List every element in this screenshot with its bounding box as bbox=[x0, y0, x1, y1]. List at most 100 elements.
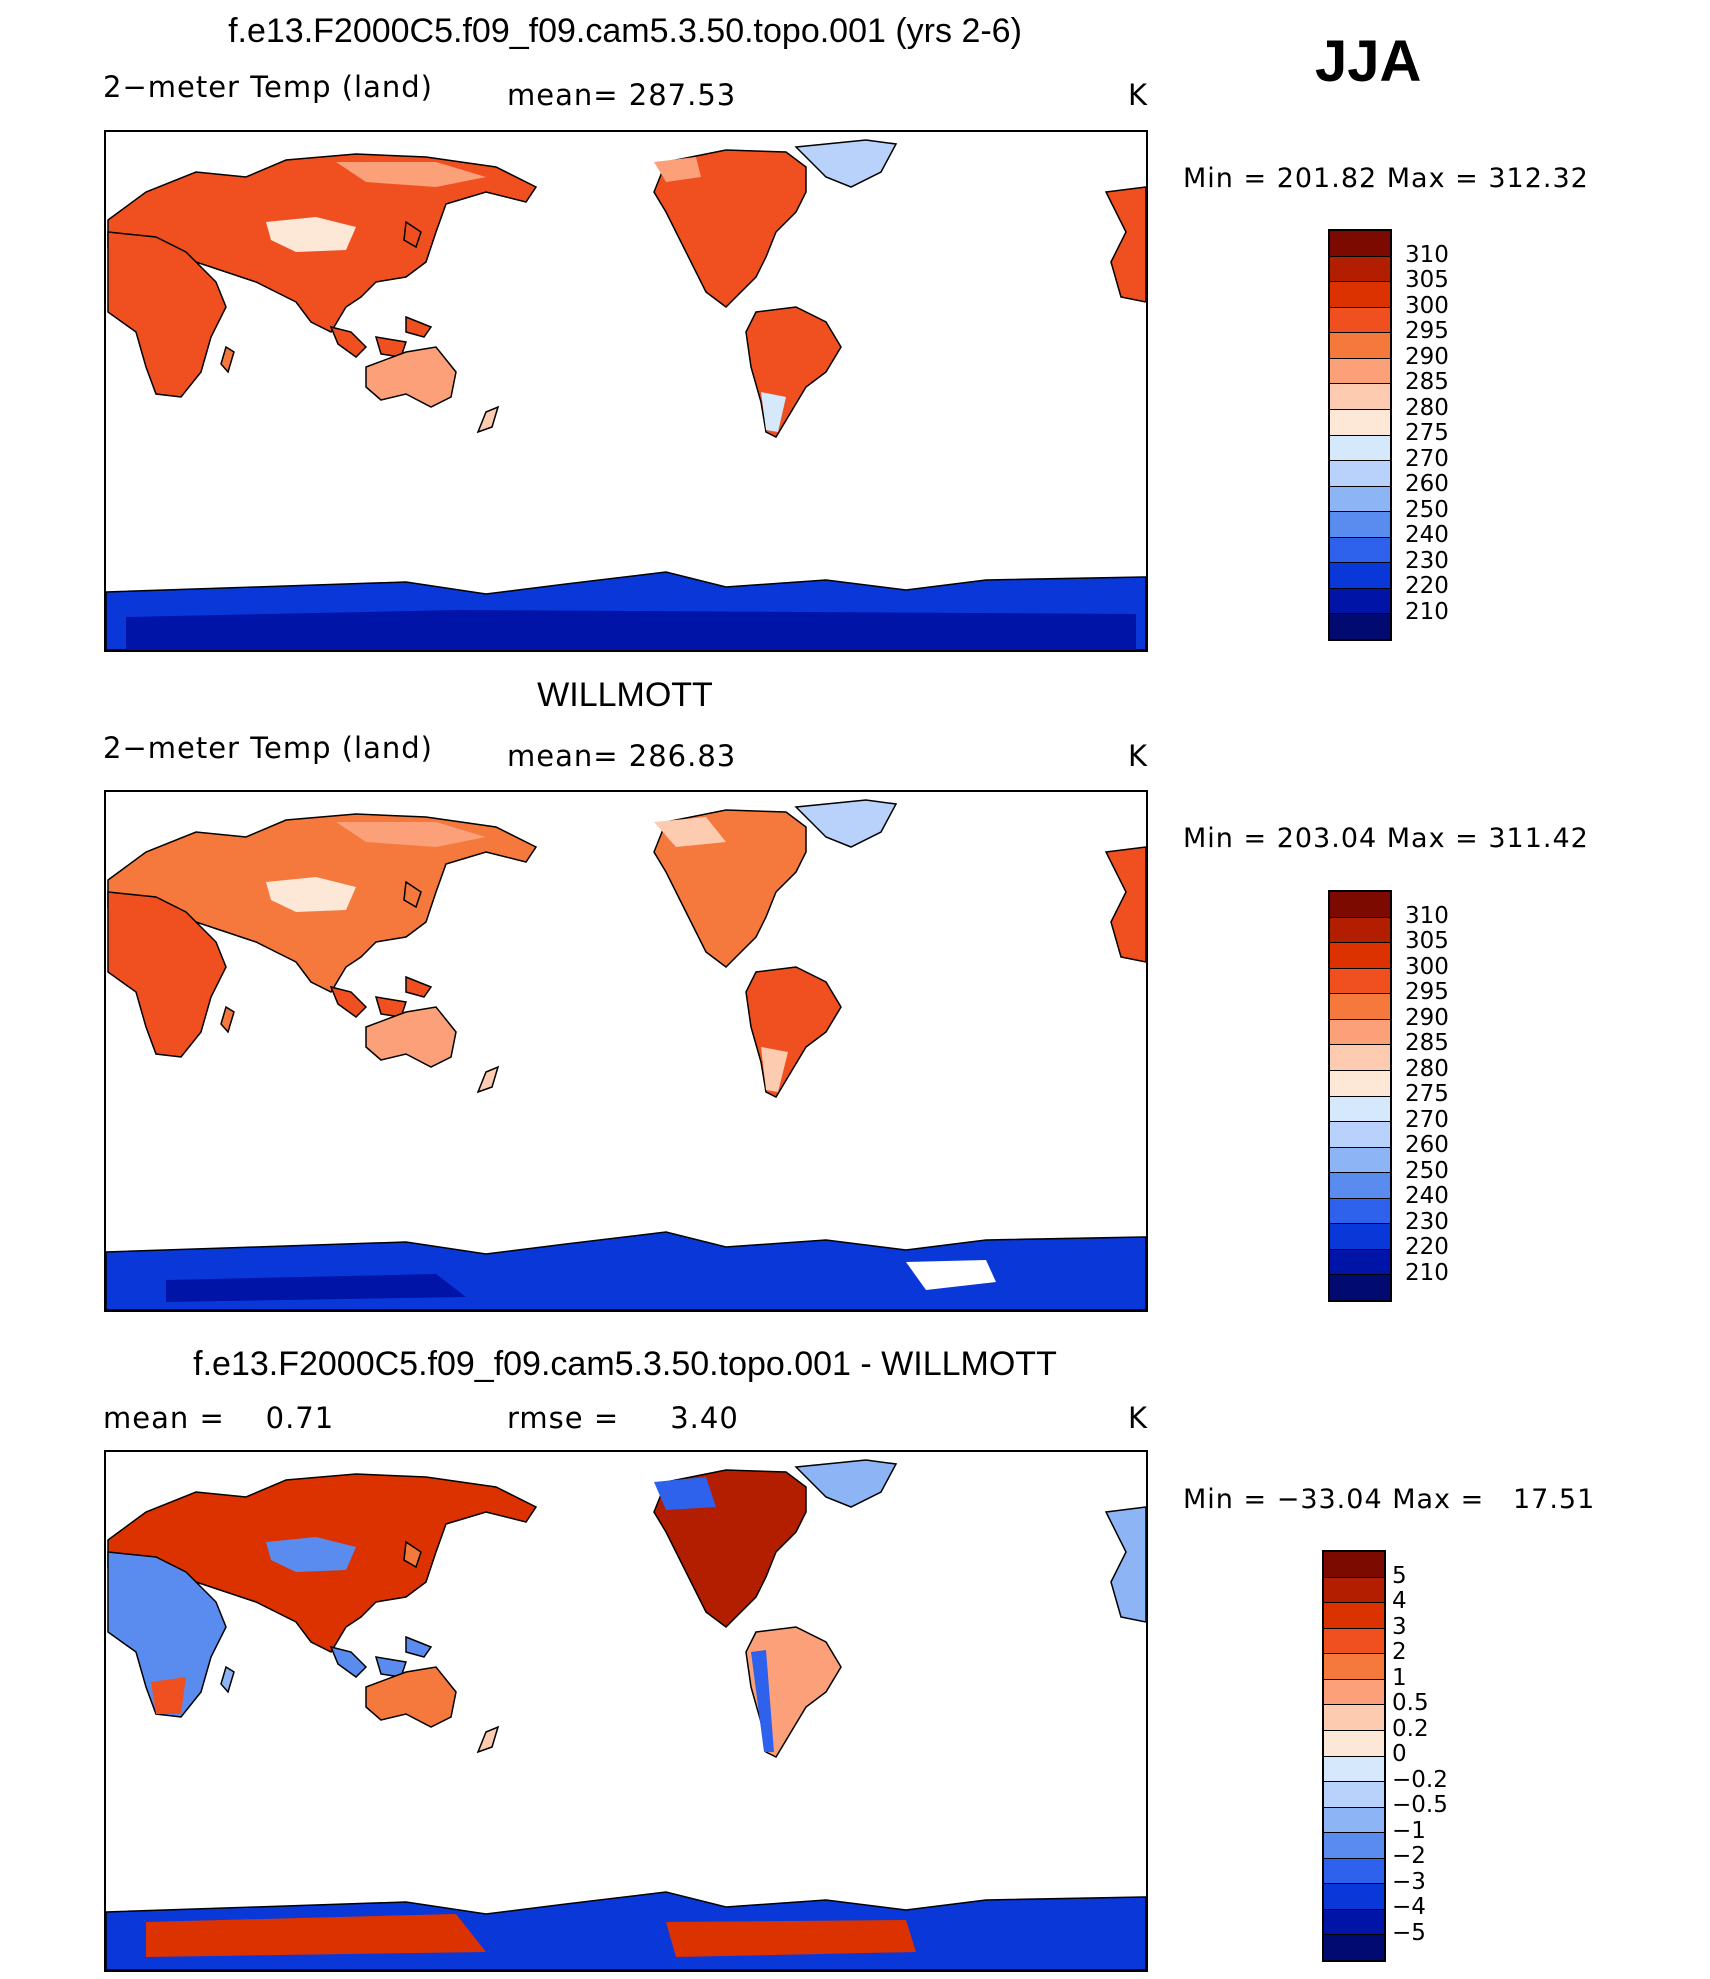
japan-islands bbox=[403, 220, 422, 249]
colorbar-swatch bbox=[1330, 1249, 1390, 1276]
new-zealand-islands bbox=[476, 1725, 500, 1754]
colorbar-tick-label: 300 bbox=[1405, 292, 1449, 319]
panel-1-map bbox=[104, 130, 1148, 652]
colorbar-swatch bbox=[1330, 231, 1390, 257]
colorbar-tick-label: 230 bbox=[1405, 1208, 1449, 1235]
colorbar-swatch bbox=[1330, 486, 1390, 513]
colorbar-tick-label: 270 bbox=[1405, 445, 1449, 472]
colorbar-swatch bbox=[1324, 1807, 1384, 1834]
colorbar-tick-label: 285 bbox=[1405, 1030, 1449, 1056]
colorbar-swatch bbox=[1330, 943, 1390, 969]
colorbar-tick-label: 275 bbox=[1405, 1081, 1449, 1107]
colorbar-swatch bbox=[1330, 563, 1390, 589]
colorbar-tick-label: 280 bbox=[1405, 394, 1449, 421]
colorbar-swatch bbox=[1330, 256, 1390, 283]
europe-edge-right bbox=[1104, 186, 1146, 303]
colorbar-tick-label: 0.2 bbox=[1392, 1715, 1429, 1742]
australia-landmass bbox=[365, 1666, 457, 1728]
colorbar-swatch bbox=[1330, 333, 1390, 359]
colorbar-swatch bbox=[1324, 1679, 1384, 1706]
panel-2-variable-label: 2−meter Temp (land) bbox=[103, 731, 433, 765]
alaska-region bbox=[654, 157, 701, 182]
colorbar-swatch bbox=[1330, 994, 1390, 1020]
colorbar-tick-label: −5 bbox=[1392, 1919, 1426, 1946]
colorbar-tick-label: 220 bbox=[1405, 573, 1449, 599]
colorbar-tick-label: 240 bbox=[1405, 522, 1449, 548]
panel-3-rmse-label: rmse = 3.40 bbox=[507, 1401, 739, 1435]
colorbar-swatch bbox=[1330, 588, 1390, 615]
japan-islands bbox=[403, 1540, 422, 1569]
andes-region bbox=[751, 1650, 774, 1752]
panel-1-title: f.e13.F2000C5.f09_f09.cam5.3.50.topo.001… bbox=[228, 12, 1022, 50]
colorbar-tick-label: 0 bbox=[1392, 1741, 1407, 1767]
panel-3-colorbar bbox=[1322, 1550, 1386, 1962]
antarctica-warm-east bbox=[666, 1920, 916, 1957]
colorbar-swatch bbox=[1324, 1858, 1384, 1885]
colorbar-swatch bbox=[1330, 1122, 1390, 1148]
colorbar-tick-label: −0.5 bbox=[1392, 1792, 1448, 1818]
africa-landmass bbox=[107, 231, 227, 398]
colorbar-swatch bbox=[1330, 1173, 1390, 1199]
south-america-landmass bbox=[745, 966, 842, 1098]
tibet-region bbox=[266, 877, 356, 912]
panel-3-map bbox=[104, 1450, 1148, 1972]
colorbar-swatch bbox=[1330, 358, 1390, 385]
colorbar-tick-label: 220 bbox=[1405, 1234, 1449, 1260]
colorbar-tick-label: 305 bbox=[1405, 267, 1449, 293]
colorbar-tick-label: 0.5 bbox=[1392, 1690, 1429, 1716]
colorbar-swatch bbox=[1330, 282, 1390, 308]
panel-3-title: f.e13.F2000C5.f09_f09.cam5.3.50.topo.001… bbox=[193, 1345, 1057, 1383]
panel-1-units: K bbox=[1128, 78, 1149, 112]
patagonia-region bbox=[761, 392, 786, 432]
colorbar-swatch bbox=[1330, 1019, 1390, 1046]
season-label: JJA bbox=[1315, 29, 1422, 94]
alaska-region bbox=[654, 817, 726, 847]
panel-2-title: WILLMOTT bbox=[537, 676, 713, 714]
south-america-landmass bbox=[745, 306, 842, 438]
antarctica-interior bbox=[166, 1274, 466, 1302]
siberia-region bbox=[336, 162, 486, 187]
colorbar-tick-label: 280 bbox=[1405, 1055, 1449, 1082]
colorbar-swatch bbox=[1324, 1603, 1384, 1629]
panel-2-colorbar bbox=[1328, 890, 1392, 1302]
colorbar-swatch bbox=[1324, 1833, 1384, 1859]
colorbar-tick-label: 300 bbox=[1405, 953, 1449, 980]
colorbar-tick-label: 305 bbox=[1405, 928, 1449, 954]
colorbar-swatch bbox=[1330, 537, 1390, 564]
colorbar-tick-label: 285 bbox=[1405, 369, 1449, 395]
colorbar-swatch bbox=[1330, 1224, 1390, 1250]
alaska-region bbox=[654, 1477, 716, 1510]
panel-2-minmax: Min = 203.04 Max = 311.42 bbox=[1183, 823, 1589, 854]
colorbar-swatch bbox=[1330, 307, 1390, 334]
colorbar-tick-label: 260 bbox=[1405, 471, 1449, 497]
greenland-landmass bbox=[794, 139, 898, 188]
colorbar-tick-label: 240 bbox=[1405, 1183, 1449, 1209]
colorbar-tick-label: 210 bbox=[1405, 1259, 1449, 1286]
tibet-region bbox=[266, 217, 356, 252]
colorbar-tick-label: 5 bbox=[1392, 1562, 1407, 1589]
north-america-landmass bbox=[653, 149, 807, 308]
madagascar-island bbox=[220, 345, 235, 374]
colorbar-swatch bbox=[1330, 1198, 1390, 1225]
greenland-landmass bbox=[794, 1459, 898, 1508]
panel-3-units: K bbox=[1128, 1401, 1149, 1435]
colorbar-tick-label: 295 bbox=[1405, 318, 1449, 344]
colorbar-tick-label: 2 bbox=[1392, 1639, 1407, 1665]
colorbar-swatch bbox=[1330, 892, 1390, 918]
panel-3-colorbar-ticks: 5 4 3 2 1 0.5 0.2 0 −0.2 −0.5 −1 −2 −3 −4 −5 bbox=[1392, 1550, 1492, 1958]
new-zealand-islands bbox=[476, 1065, 500, 1094]
colorbar-swatch bbox=[1330, 614, 1390, 639]
colorbar-tick-label: 3 bbox=[1392, 1613, 1407, 1640]
panel-2-map bbox=[104, 790, 1148, 1312]
japan-islands bbox=[403, 880, 422, 909]
colorbar-tick-label: −4 bbox=[1392, 1894, 1426, 1920]
sea-islands bbox=[329, 315, 433, 358]
africa-landmass bbox=[107, 1551, 227, 1718]
colorbar-swatch bbox=[1330, 1147, 1390, 1174]
colorbar-swatch bbox=[1330, 1096, 1390, 1123]
colorbar-tick-label: −0.2 bbox=[1392, 1766, 1448, 1793]
europe-edge-right bbox=[1104, 846, 1146, 963]
colorbar-tick-label: 4 bbox=[1392, 1588, 1407, 1614]
colorbar-tick-label: 260 bbox=[1405, 1132, 1449, 1158]
north-america-landmass bbox=[653, 1469, 807, 1628]
